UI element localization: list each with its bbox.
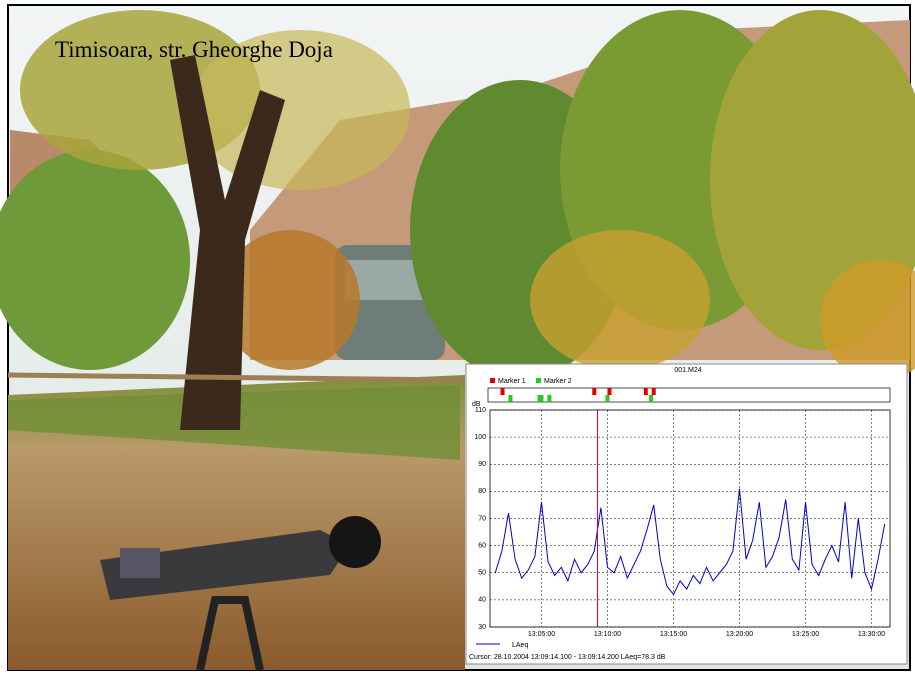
marker-tick (501, 388, 505, 395)
x-tick-label: 13:05:00 (528, 631, 555, 638)
caption: Timisoara, str. Gheorghe Doja (55, 37, 333, 62)
meter-display (120, 548, 160, 578)
y-tick-label: 30 (478, 624, 486, 631)
y-tick-label: 90 (478, 461, 486, 468)
microphone (329, 516, 381, 568)
y-tick-label: 80 (478, 488, 486, 495)
marker-tick (652, 388, 656, 395)
legend-label: Marker 2 (544, 378, 572, 385)
x-tick-label: 13:20:00 (726, 631, 753, 638)
x-tick-label: 13:15:00 (660, 631, 687, 638)
y-tick-label: 50 (478, 570, 486, 577)
y-tick-label: 110 (475, 407, 486, 414)
x-tick-label: 13:25:00 (792, 631, 819, 638)
legend-swatch (490, 378, 495, 383)
marker-tick (644, 388, 648, 395)
x-tick-label: 13:30:00 (858, 631, 885, 638)
chart-panel (466, 364, 907, 664)
y-tick-label: 60 (478, 542, 486, 549)
marker-tick (605, 395, 609, 402)
page: Timisoara, str. Gheorghe Doja 001.M24 dB… (0, 0, 915, 677)
legend-swatch (536, 378, 541, 383)
marker-tick (592, 388, 596, 395)
legend-label: LAeq (512, 642, 528, 649)
chart-title: 001.M24 (674, 367, 701, 374)
marker-tick (547, 395, 551, 402)
marker-tick (649, 395, 653, 402)
y-tick-label: 100 (474, 434, 486, 441)
y-tick-label: 40 (478, 597, 486, 604)
marker-tick (607, 388, 611, 395)
marker-tick (508, 395, 512, 402)
y-tick-label: 70 (478, 515, 486, 522)
scene: Timisoara, str. Gheorghe Doja 001.M24 dB… (0, 0, 915, 677)
x-tick-label: 13:10:00 (594, 631, 621, 638)
legend-label: Marker 1 (498, 378, 526, 385)
marker-tick (539, 395, 543, 402)
cursor-readout: Cursor: 28.10.2004 13:09:14.100 - 13:09:… (469, 654, 666, 661)
